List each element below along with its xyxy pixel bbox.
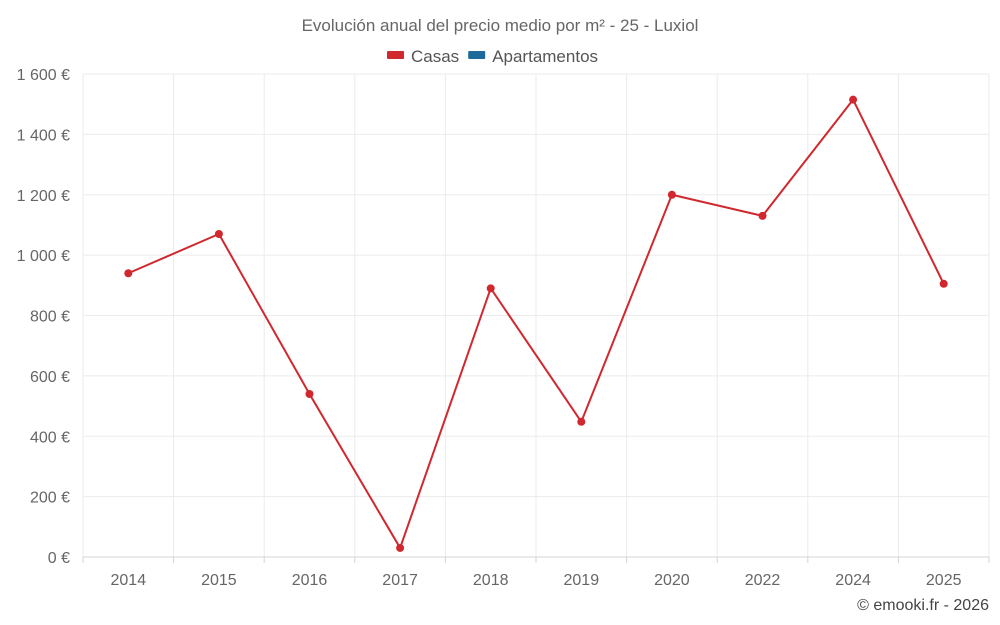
x-axis-ticks: 2014 2015 2016 2017 2018 2019 2020 2022 2024 2025: [111, 572, 962, 589]
y-tick-label: 400 €: [30, 429, 70, 446]
grid: [82, 73, 990, 563]
legend: Casas Apartamentos: [387, 47, 598, 66]
y-tick-label: 0 €: [48, 550, 70, 567]
x-tick-label: 2018: [473, 572, 509, 589]
data-point: [396, 543, 405, 552]
data-point: [667, 190, 676, 199]
x-tick-label: 2015: [201, 572, 237, 589]
y-tick-label: 1 600 €: [17, 67, 70, 84]
data-point: [486, 284, 495, 293]
series-line-casas: [127, 98, 945, 549]
legend-swatch: [468, 51, 486, 59]
x-tick-label: 2017: [382, 572, 418, 589]
data-point: [849, 95, 858, 104]
y-tick-label: 200 €: [30, 490, 70, 507]
data-point: [305, 389, 314, 398]
data-point: [577, 417, 586, 426]
chart-title: Evolución anual del precio medio por m² …: [302, 16, 699, 35]
y-tick-label: 800 €: [30, 309, 70, 326]
y-tick-label: 1 000 €: [17, 248, 70, 265]
x-tick-label: 2022: [745, 572, 781, 589]
legend-label: Casas: [411, 47, 459, 66]
x-tick-label: 2024: [835, 572, 871, 589]
x-tick-label: 2019: [564, 572, 600, 589]
credit-text: © emooki.fr - 2026: [857, 597, 989, 614]
y-tick-label: 600 €: [30, 369, 70, 386]
data-point: [758, 211, 767, 220]
data-point: [214, 229, 223, 238]
y-tick-label: 1 200 €: [17, 188, 70, 205]
x-tick-label: 2014: [111, 572, 147, 589]
legend-item-apartamentos: Apartamentos: [468, 47, 598, 66]
legend-swatch: [387, 51, 404, 59]
data-point: [124, 269, 133, 278]
series: [124, 95, 948, 552]
data-point: [939, 279, 948, 288]
y-tick-label: 1 400 €: [17, 127, 70, 144]
x-tick-label: 2020: [654, 572, 690, 589]
x-tick-label: 2016: [292, 572, 328, 589]
legend-item-casas: Casas: [387, 47, 459, 66]
x-tick-label: 2025: [926, 572, 962, 589]
y-axis-ticks: 0 € 200 € 400 € 600 € 800 € 1 000 € 1 200 € 1 4…: [17, 67, 70, 567]
legend-label: Apartamentos: [492, 47, 598, 66]
